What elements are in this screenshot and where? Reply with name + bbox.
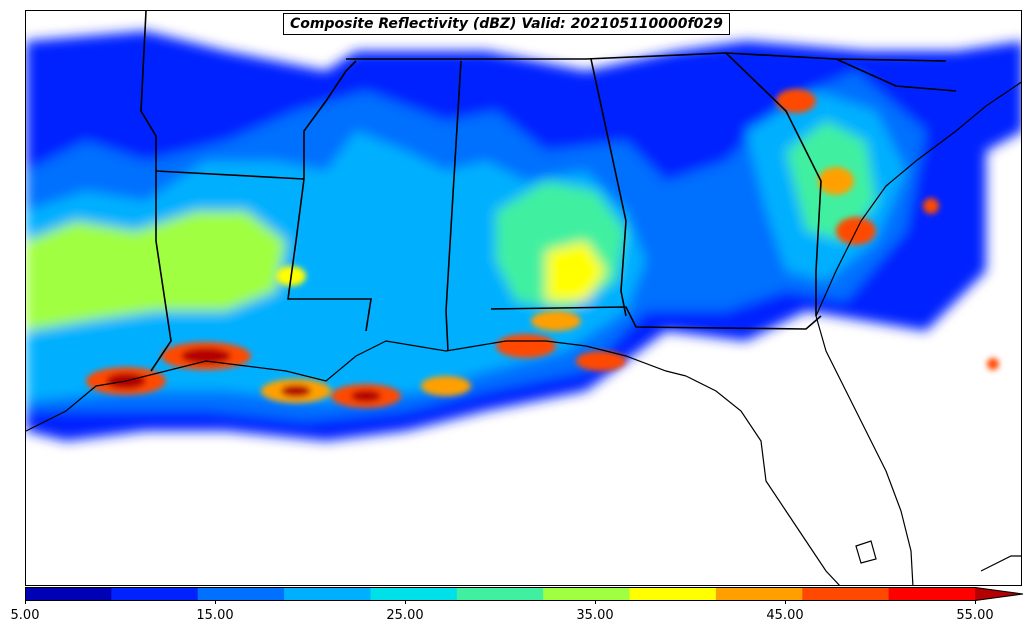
cell-3-core [281, 385, 311, 397]
colorbar-tick-label: 15.00 [196, 608, 234, 623]
border-louisiana-mississippi [287, 178, 372, 332]
colorbar-extend-triangle [975, 587, 1023, 601]
gulf-coast [26, 340, 687, 432]
colorbar [25, 587, 1024, 601]
colorbar-segment [543, 587, 631, 601]
cell-12 [923, 198, 939, 214]
atlantic-coast [815, 81, 1021, 317]
border-mississippi-river [303, 60, 357, 179]
colorbar-tick-label: 35.00 [576, 608, 614, 623]
colorbar-tick-labels: 5.00 15.00 25.00 35.00 45.00 55.00 [0, 600, 1033, 630]
colorbar-segment [197, 587, 285, 601]
border-florida-north [490, 306, 822, 330]
colorbar-segment [456, 587, 544, 601]
cell-13 [987, 358, 999, 370]
colorbar-tick-label: 45.00 [766, 608, 804, 623]
colorbar-tick [785, 600, 786, 604]
colorbar-segment [888, 587, 976, 601]
island-1 [855, 540, 877, 564]
cuba-coast [980, 555, 1021, 572]
colorbar-segment [284, 587, 371, 601]
colorbar-tick [595, 600, 596, 604]
cell-8 [576, 351, 626, 371]
colorbar-segment [629, 587, 717, 601]
florida-coast [685, 375, 840, 585]
coastline [26, 81, 1021, 585]
border-alabama-georgia [590, 58, 627, 317]
florida-east-coast [815, 315, 914, 585]
colorbar-segment [111, 587, 199, 601]
colorbar-segment [370, 587, 458, 601]
cell-10 [818, 167, 854, 195]
cell-7 [531, 311, 581, 331]
echo-region-yellow [546, 241, 606, 301]
colorbar-tick-label: 25.00 [386, 608, 424, 623]
map-title: Composite Reflectivity (dBZ) Valid: 2021… [283, 13, 730, 35]
echo-region-green [26, 211, 286, 331]
colorbar-segment [802, 587, 890, 601]
colorbar-tick [405, 600, 406, 604]
colorbar-tick [975, 600, 976, 604]
border-mississippi-alabama [445, 60, 462, 352]
cell-6 [496, 334, 556, 358]
cell-4-core [351, 390, 381, 402]
reflectivity-map [25, 10, 1022, 586]
colorbar-outline [25, 587, 1024, 601]
state-borders [140, 11, 957, 372]
cell-9 [776, 89, 816, 113]
colorbar-tick-label: 5.00 [10, 608, 40, 623]
reflectivity-field [26, 31, 1021, 441]
colorbar-tick [25, 600, 26, 604]
colorbar-tick [215, 600, 216, 604]
map-canvas [26, 11, 1021, 585]
cell-2-core [181, 348, 231, 364]
colorbar-segment [715, 587, 803, 601]
border-arkansas-south [155, 170, 305, 180]
border-texas-louisiana [140, 11, 172, 372]
echo-region-cyan [26, 131, 646, 401]
cell-5 [421, 376, 471, 396]
colorbar-segment [25, 587, 112, 601]
border-georgia-sc [725, 52, 822, 316]
border-nc-sc [835, 58, 957, 92]
colorbar-tick-label: 55.00 [956, 608, 994, 623]
